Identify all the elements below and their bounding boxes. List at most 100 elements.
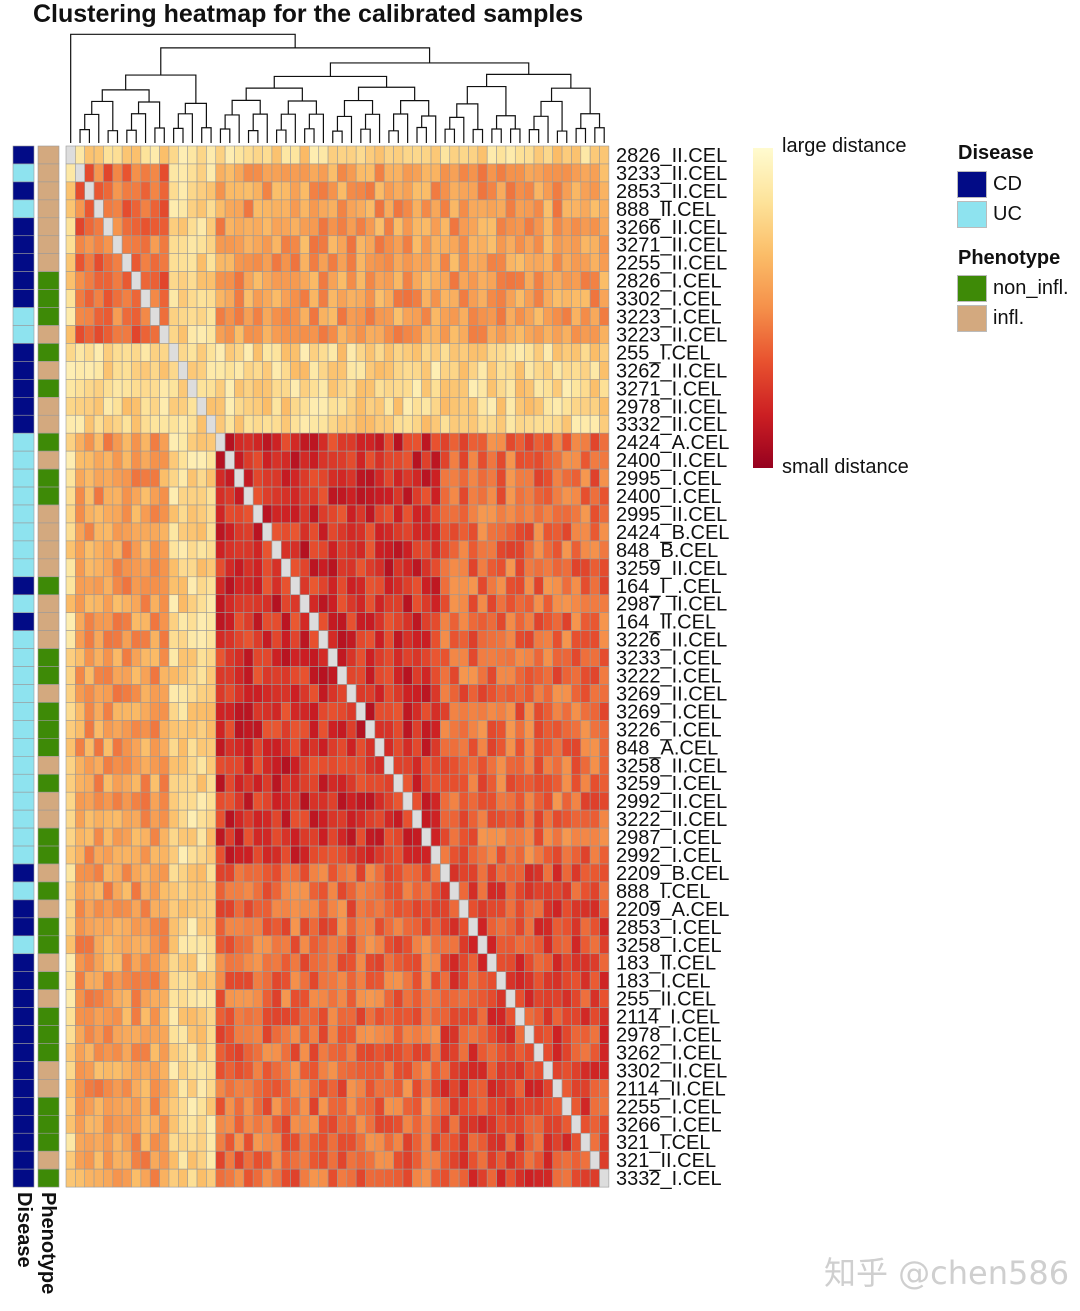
heatmap-cell bbox=[112, 504, 123, 524]
heatmap-cell bbox=[337, 486, 348, 506]
heatmap-cell bbox=[215, 414, 226, 434]
heatmap-cell bbox=[430, 899, 441, 919]
heatmap-cell bbox=[206, 253, 217, 272]
heatmap-cell bbox=[421, 827, 432, 847]
heatmap-cell bbox=[84, 540, 95, 560]
heatmap-cell bbox=[468, 235, 479, 255]
heatmap-cell bbox=[206, 325, 217, 344]
heatmap-cell bbox=[112, 235, 123, 255]
heatmap-cell bbox=[196, 253, 207, 272]
heatmap-cell bbox=[93, 289, 104, 308]
heatmap-cell bbox=[365, 827, 376, 847]
heatmap-cell bbox=[514, 971, 525, 990]
heatmap-cell bbox=[346, 720, 357, 739]
phenotype-annotation-cell bbox=[37, 325, 60, 344]
heatmap-cell bbox=[571, 917, 582, 937]
heatmap-cell bbox=[234, 755, 245, 775]
heatmap-cell bbox=[75, 576, 86, 596]
heatmap-cell bbox=[206, 666, 217, 685]
heatmap-cell bbox=[458, 1132, 469, 1152]
heatmap-cell bbox=[280, 1115, 291, 1134]
heatmap-cell bbox=[543, 289, 554, 308]
row-label: 2992_II.CEL bbox=[616, 791, 727, 813]
heatmap-cell bbox=[103, 594, 114, 614]
heatmap-cell bbox=[318, 648, 329, 667]
heatmap-cell bbox=[580, 953, 591, 973]
heatmap-cell bbox=[393, 899, 404, 919]
heatmap-cell bbox=[599, 881, 610, 901]
heatmap-cell bbox=[440, 163, 451, 183]
heatmap-cell bbox=[505, 253, 516, 272]
heatmap-cell bbox=[393, 1025, 404, 1044]
heatmap-cell bbox=[299, 755, 310, 775]
heatmap-cell bbox=[580, 666, 591, 685]
heatmap-cell bbox=[580, 1097, 591, 1116]
heatmap-cell bbox=[430, 504, 441, 524]
heatmap-cell bbox=[224, 630, 235, 649]
heatmap-cell bbox=[458, 791, 469, 811]
heatmap-cell bbox=[365, 1043, 376, 1062]
heatmap-cell bbox=[580, 1115, 591, 1134]
heatmap-cell bbox=[140, 773, 151, 793]
heatmap-cell bbox=[440, 612, 451, 631]
heatmap-cell bbox=[505, 163, 516, 183]
heatmap-cell bbox=[178, 307, 188, 326]
heatmap-cell bbox=[206, 648, 217, 667]
heatmap-cell bbox=[402, 558, 413, 578]
heatmap-cell bbox=[421, 486, 432, 506]
heatmap-cell bbox=[383, 702, 394, 721]
heatmap-cell bbox=[140, 630, 151, 649]
heatmap-cell bbox=[103, 486, 114, 506]
heatmap-cell bbox=[580, 199, 591, 219]
heatmap-cell bbox=[468, 1115, 479, 1134]
heatmap-cell bbox=[271, 1025, 282, 1044]
heatmap-cell bbox=[196, 361, 207, 380]
heatmap-cell bbox=[103, 1043, 114, 1062]
heatmap-cell bbox=[571, 253, 582, 272]
heatmap-cell bbox=[93, 253, 104, 272]
row-label: 3269_I.CEL bbox=[616, 701, 722, 723]
heatmap-cell bbox=[112, 612, 123, 631]
heatmap-cell bbox=[580, 935, 591, 955]
phenotype-annotation-cell bbox=[37, 450, 60, 470]
heatmap-cell bbox=[84, 468, 95, 488]
heatmap-cell bbox=[271, 684, 282, 703]
phenotype-annotation-cell bbox=[37, 773, 60, 793]
heatmap-cell bbox=[346, 791, 357, 811]
heatmap-cell bbox=[178, 935, 188, 955]
heatmap-cell bbox=[374, 1132, 385, 1152]
heatmap-cell bbox=[374, 648, 385, 667]
heatmap-cell bbox=[178, 702, 188, 721]
heatmap-cell bbox=[533, 361, 544, 380]
row-label: 255_I.CEL bbox=[616, 342, 711, 364]
heatmap-cell bbox=[412, 989, 422, 1008]
heatmap-cell bbox=[365, 414, 376, 434]
heatmap-cell bbox=[140, 468, 151, 488]
heatmap-cell bbox=[112, 917, 123, 937]
heatmap-cell bbox=[430, 307, 441, 326]
row-label: 2987_II.CEL bbox=[616, 594, 727, 616]
heatmap-cell bbox=[243, 755, 254, 775]
heatmap-cell bbox=[589, 1079, 600, 1098]
heatmap-cell bbox=[346, 881, 357, 901]
heatmap-cell bbox=[149, 1007, 160, 1026]
heatmap-cell bbox=[206, 558, 217, 578]
heatmap-cell bbox=[533, 1097, 544, 1116]
heatmap-cell bbox=[178, 666, 188, 685]
heatmap-cell bbox=[299, 289, 310, 308]
heatmap-cell bbox=[318, 1097, 329, 1116]
heatmap-cell bbox=[196, 576, 207, 596]
heatmap-cell bbox=[131, 235, 142, 255]
heatmap-cell bbox=[65, 666, 76, 685]
heatmap-cell bbox=[299, 773, 310, 793]
heatmap-cell bbox=[243, 271, 254, 290]
heatmap-cell bbox=[346, 522, 357, 542]
heatmap-cell bbox=[103, 720, 114, 739]
heatmap-cell bbox=[477, 468, 488, 488]
heatmap-cell bbox=[571, 1025, 582, 1044]
heatmap-cell bbox=[561, 1043, 572, 1062]
heatmap-cell bbox=[374, 791, 385, 811]
heatmap-cell bbox=[103, 558, 114, 578]
heatmap-cell bbox=[421, 845, 432, 865]
heatmap-cell bbox=[327, 181, 338, 201]
